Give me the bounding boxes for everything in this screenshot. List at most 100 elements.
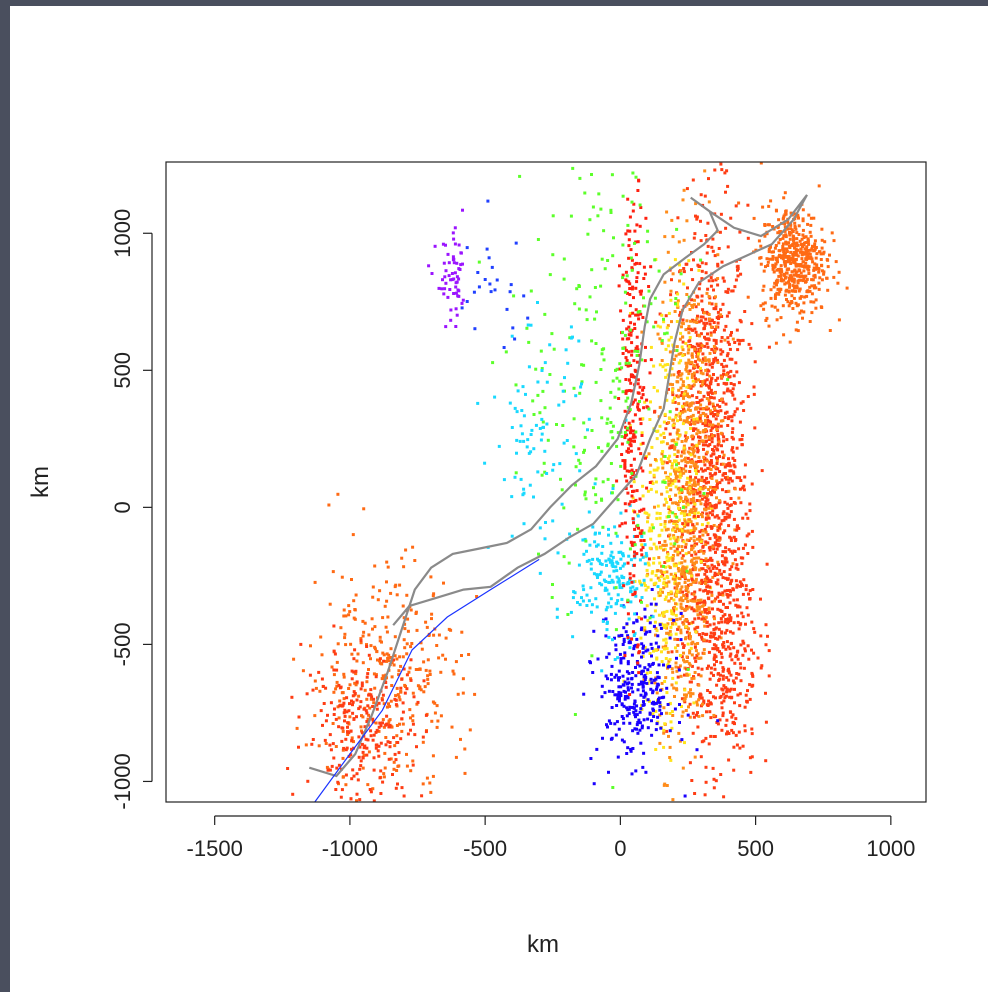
data-point <box>369 688 373 692</box>
data-point <box>702 321 706 325</box>
data-point <box>683 529 687 533</box>
data-point <box>572 417 576 421</box>
data-point <box>305 692 309 696</box>
data-point <box>542 461 546 465</box>
data-point <box>387 757 391 761</box>
data-point <box>615 376 619 380</box>
data-point <box>361 750 365 754</box>
data-point <box>747 657 751 661</box>
data-point <box>631 593 635 597</box>
data-point <box>700 513 703 516</box>
data-point <box>712 633 716 637</box>
data-point <box>701 493 705 497</box>
data-point <box>750 684 754 688</box>
data-point <box>332 756 336 760</box>
data-point <box>691 452 695 456</box>
data-point <box>797 233 801 236</box>
data-point <box>355 772 359 776</box>
data-point <box>713 391 717 395</box>
data-point <box>711 426 715 429</box>
data-point <box>569 214 573 218</box>
data-point <box>687 302 691 305</box>
data-point <box>342 672 346 676</box>
data-point <box>714 597 718 601</box>
data-point <box>664 637 668 641</box>
data-point <box>605 723 608 727</box>
data-point <box>455 313 459 317</box>
data-point <box>808 320 812 323</box>
data-point <box>633 552 637 556</box>
data-point <box>692 675 695 679</box>
data-point <box>639 548 643 552</box>
data-point <box>673 577 677 580</box>
data-point <box>655 490 658 494</box>
data-point <box>710 600 714 604</box>
data-point <box>366 738 370 742</box>
data-point <box>796 303 800 307</box>
data-point <box>442 292 446 296</box>
data-point <box>647 289 651 293</box>
data-point <box>692 421 696 425</box>
data-point <box>643 562 647 566</box>
data-point <box>707 650 711 654</box>
data-point <box>620 703 624 707</box>
data-point <box>342 675 346 679</box>
data-point <box>785 288 789 292</box>
data-point <box>698 415 702 419</box>
data-point <box>619 566 622 570</box>
data-point <box>444 636 448 640</box>
data-point <box>794 301 798 305</box>
data-point <box>628 423 632 427</box>
data-point <box>347 604 351 608</box>
data-point <box>690 352 694 356</box>
data-point <box>641 316 645 319</box>
data-point <box>697 320 701 324</box>
data-point <box>606 444 610 448</box>
data-point <box>627 421 631 425</box>
data-point <box>617 284 621 288</box>
data-point <box>418 687 422 691</box>
data-point <box>706 332 709 336</box>
data-point <box>688 663 692 667</box>
data-point <box>342 608 346 612</box>
data-point <box>674 539 678 543</box>
data-point <box>594 597 598 601</box>
data-point <box>720 620 724 624</box>
data-point <box>710 365 714 369</box>
data-point <box>661 543 665 547</box>
data-point <box>635 223 639 227</box>
data-point <box>782 247 786 251</box>
data-point <box>699 219 702 223</box>
data-point <box>608 406 612 410</box>
data-point <box>673 445 677 449</box>
data-point <box>708 677 712 681</box>
data-point <box>711 434 715 438</box>
data-point <box>689 688 692 692</box>
data-point <box>350 652 354 656</box>
data-point <box>713 571 717 575</box>
data-point <box>700 277 704 281</box>
data-point <box>695 654 699 657</box>
data-point <box>617 577 621 581</box>
data-point <box>405 752 408 756</box>
data-point <box>626 223 630 227</box>
data-point <box>712 777 716 781</box>
data-point <box>662 638 666 642</box>
data-point <box>595 544 598 548</box>
data-point <box>747 532 751 536</box>
data-point <box>782 252 786 255</box>
data-point <box>658 325 662 329</box>
data-point <box>781 242 785 246</box>
data-point <box>619 511 623 515</box>
data-point <box>695 443 699 447</box>
data-point <box>661 645 665 649</box>
data-point <box>411 714 415 718</box>
data-point <box>393 585 397 589</box>
data-point <box>398 655 402 659</box>
data-point <box>689 694 693 698</box>
data-point <box>705 710 708 714</box>
data-point <box>689 680 693 684</box>
data-point <box>683 570 687 574</box>
data-point <box>353 608 357 611</box>
data-point <box>485 247 489 251</box>
